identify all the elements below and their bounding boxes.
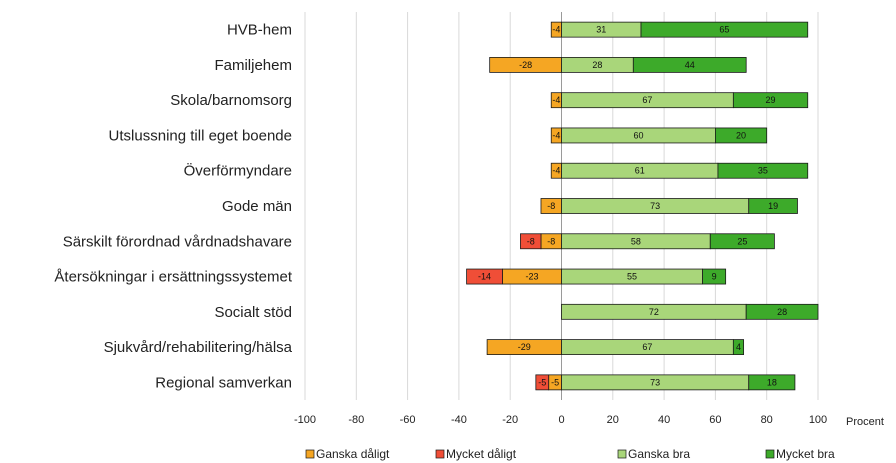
data-label: -4 [552,95,560,105]
data-label: 67 [642,342,652,352]
x-tick-label: 100 [809,414,827,426]
data-label: 29 [766,95,776,105]
data-label: 19 [768,201,778,211]
data-label: 60 [633,130,643,140]
x-tick-label: 60 [709,414,721,426]
legend-swatch [617,449,627,459]
data-label: -8 [547,201,555,211]
bar-segment [732,92,809,109]
data-label: 18 [767,377,777,387]
data-label: -4 [552,166,560,176]
x-tick-label: 0 [558,414,564,426]
data-label: 72 [649,307,659,317]
data-label: 28 [777,307,787,317]
bar-segment [640,21,809,38]
bar-segment [748,374,796,391]
legend-label: Mycket dåligt [446,447,517,461]
category-label: Överförmyndare [184,162,292,180]
data-label: 28 [592,60,602,70]
x-tick-label: -20 [502,414,518,426]
x-tick-label: 80 [761,414,773,426]
category-label: Gode män [222,198,292,215]
data-label: -5 [538,377,546,387]
data-label: -14 [478,272,491,282]
x-tick-label: -40 [451,414,467,426]
data-label: -29 [518,342,531,352]
x-axis-unit-label: Procent [846,416,884,428]
x-tick-label: 40 [658,414,670,426]
x-tick-label: 20 [607,414,619,426]
data-label: 65 [719,25,729,35]
data-label: 4 [736,342,741,352]
bar-segment [535,374,550,391]
bar-segment [745,303,819,320]
legend-label: Ganska dåligt [316,447,390,461]
bar-segment [717,162,809,179]
data-label: 58 [631,236,641,246]
bar-segment [709,233,775,250]
category-label: HVB-hem [227,22,292,39]
category-label: Socialt stöd [214,304,292,321]
bar-segment [748,198,798,214]
legend-swatch [305,449,315,459]
data-label: -8 [527,236,535,246]
data-label: 20 [736,130,746,140]
legend-label: Ganska bra [628,447,690,461]
bar-segment [732,339,745,355]
category-labels: HVB-hem Familjehem Skola/barnomsorg Utsluss… [54,22,292,392]
legend: Ganska dåligt Mycket dåligt Ganska bra Myck… [305,447,835,461]
bar-segment [466,268,503,285]
data-label: -4 [552,25,560,35]
legend-label: Mycket bra [776,447,835,461]
category-label: Återsökningar i ersättningssystemet [54,269,292,286]
data-label: 9 [712,272,717,282]
bar-segment [715,127,768,144]
data-label: 35 [758,166,768,176]
category-label: Särskilt förordnad vårdnadshavare [63,233,292,250]
category-label: Familjehem [214,57,292,74]
data-label: 55 [627,272,637,282]
legend-swatch [435,449,445,459]
data-label: -28 [519,60,532,70]
legend-swatch [765,449,775,459]
bar-segment [702,268,727,285]
x-tick-label: -60 [400,414,416,426]
bar-segment [520,233,542,250]
bars: -4 31 65 -28 28 44 -4 67 29 -4 60 20 -4 61 35 -8 73 19 -8 -… [466,21,819,391]
data-label: 73 [650,377,660,387]
data-label: 67 [642,95,652,105]
category-label: Sjukvård/rehabilitering/hälsa [104,339,293,356]
data-label: -4 [552,130,560,140]
category-label: Utslussning till eget boende [109,127,292,144]
data-label: 25 [737,236,747,246]
data-label: 44 [685,60,695,70]
data-label: 31 [596,25,606,35]
data-label: 61 [635,166,645,176]
x-tick-label: -100 [294,414,316,426]
data-label: -5 [551,377,559,387]
category-label: Skola/barnomsorg [170,92,292,109]
bar-segment [632,57,747,73]
data-label: -8 [547,236,555,246]
x-tick-labels: -100 -80 -60 -40 -20 0 20 40 60 80 100 [294,414,827,426]
x-tick-label: -80 [348,414,364,426]
category-label: Regional samverkan [155,374,292,391]
data-label: 73 [650,201,660,211]
data-label: -23 [525,272,538,282]
